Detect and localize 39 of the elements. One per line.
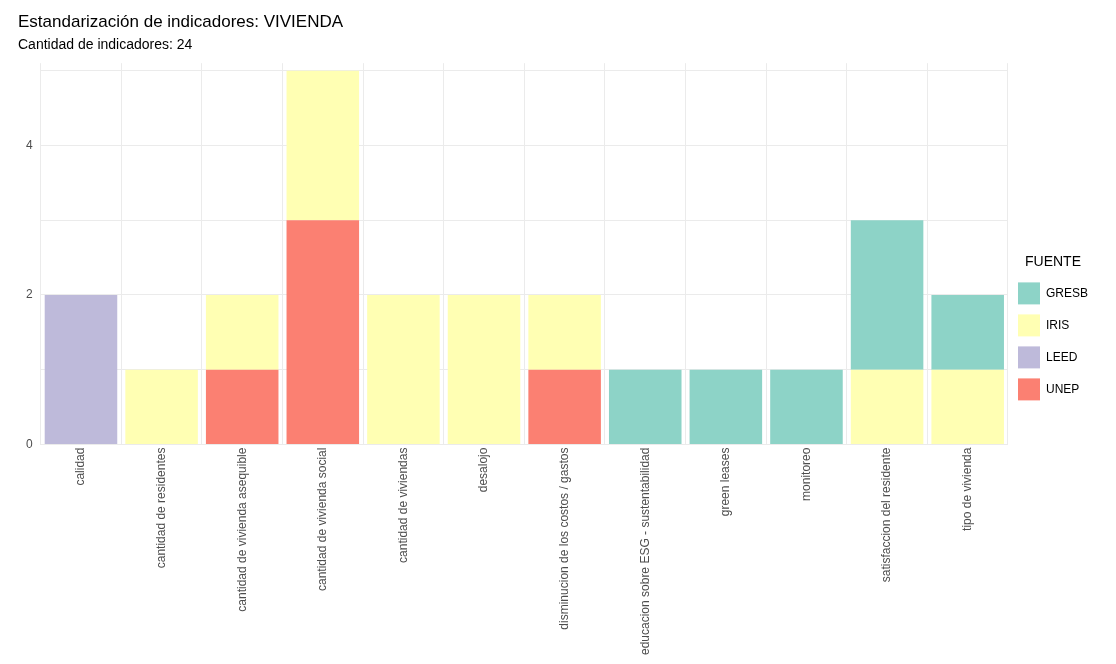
chart-subtitle: Cantidad de indicadores: 24 bbox=[18, 35, 193, 52]
bar bbox=[205, 369, 279, 445]
bar bbox=[447, 295, 521, 445]
bar bbox=[367, 295, 440, 445]
y-tick-label: 0 bbox=[25, 436, 33, 451]
y-tick-label: 4 bbox=[25, 137, 33, 152]
bar bbox=[931, 369, 1004, 445]
x-tick-label: satisfaccion del residente bbox=[879, 447, 894, 583]
bar bbox=[528, 369, 601, 445]
chart-title: Estandarización de indicadores: VIVIENDA bbox=[18, 11, 344, 31]
legend-label: GRESB bbox=[1045, 285, 1088, 300]
x-tick-label: green leases bbox=[718, 447, 733, 517]
x-tick-label: monitoreo bbox=[798, 447, 813, 501]
bar bbox=[44, 295, 118, 445]
x-tick-label: cantidad de vivienda asequible bbox=[234, 447, 249, 612]
x-tick-label: tipo de vivienda bbox=[960, 447, 974, 531]
bar bbox=[850, 220, 924, 370]
legend-label: LEED bbox=[1045, 349, 1078, 364]
x-tick-label: disminucion de los costos / gastos bbox=[556, 447, 571, 630]
bar bbox=[689, 369, 763, 445]
x-tick-label: cantidad de residentes bbox=[153, 447, 168, 569]
x-tick-label: desalojo bbox=[476, 447, 491, 493]
legend-label: UNEP bbox=[1045, 381, 1080, 396]
bar bbox=[931, 295, 1004, 370]
x-tick-label: cantidad de viviendas bbox=[395, 447, 410, 563]
bar bbox=[125, 369, 198, 445]
bar bbox=[770, 369, 843, 445]
bar bbox=[608, 369, 682, 445]
y-tick-label: 2 bbox=[25, 287, 33, 302]
x-tick-label: educacion sobre ESG - sustentabilidad bbox=[637, 447, 652, 656]
bar bbox=[850, 369, 924, 445]
bar bbox=[205, 295, 279, 370]
x-tick-label: calidad bbox=[73, 447, 88, 486]
legend-label: IRIS bbox=[1045, 317, 1070, 332]
legend-title: FUENTE bbox=[1024, 253, 1081, 270]
bar bbox=[286, 70, 360, 221]
bar bbox=[528, 295, 601, 370]
bar bbox=[286, 220, 360, 445]
x-tick-label: cantidad de vivienda social bbox=[315, 447, 330, 591]
